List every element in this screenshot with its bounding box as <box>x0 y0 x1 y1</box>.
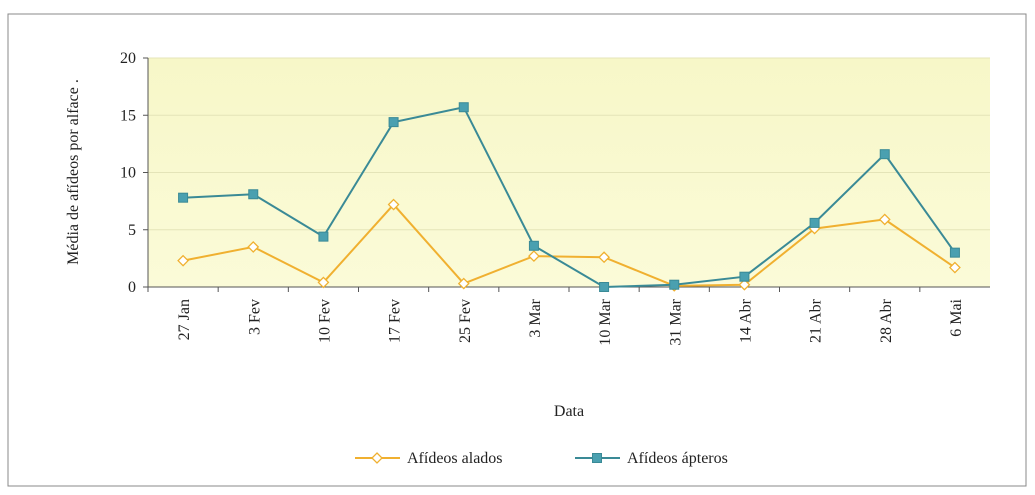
marker <box>592 453 602 463</box>
marker <box>178 192 189 203</box>
marker <box>388 117 399 128</box>
x-tick-label: 17 Fev <box>387 299 404 343</box>
marker <box>878 213 891 226</box>
marker <box>387 198 400 211</box>
marker <box>318 231 329 242</box>
x-tick-label: 28 Abr <box>878 298 895 343</box>
marker <box>527 250 540 263</box>
y-tick-label: 0 <box>128 279 136 296</box>
y-tick-label: 15 <box>120 107 136 124</box>
x-tick-label: 3 Fev <box>246 299 263 335</box>
y-tick-label: 10 <box>120 165 136 182</box>
marker <box>879 149 890 160</box>
marker <box>738 278 751 291</box>
marker <box>371 452 383 464</box>
marker <box>458 102 469 113</box>
y-tick-label: 20 <box>120 50 136 67</box>
x-tick-label: 31 Mar <box>667 298 684 345</box>
marker <box>949 247 960 258</box>
legend-label: Afídeos ápteros <box>627 450 728 467</box>
marker <box>317 276 330 289</box>
x-tick-label: 21 Abr <box>808 298 825 343</box>
marker <box>669 279 680 290</box>
marker <box>247 241 260 253</box>
series-line <box>183 106 956 289</box>
x-tick-label: 3 Mar <box>527 298 544 337</box>
x-axis-title: Data <box>554 403 584 420</box>
marker <box>248 189 259 200</box>
y-tick-label: 5 <box>128 222 136 239</box>
x-tick-label: 10 Fev <box>316 299 333 343</box>
series-line <box>182 203 956 287</box>
legend-label: Afídeos alados <box>407 450 503 467</box>
marker <box>598 251 611 264</box>
x-tick-label: 6 Mai <box>948 298 965 336</box>
x-tick-label: 14 Abr <box>737 298 754 343</box>
marker <box>457 277 470 290</box>
marker <box>739 271 750 282</box>
x-tick-label: 10 Mar <box>597 298 614 345</box>
x-tick-label: 27 Jan <box>176 299 193 340</box>
x-tick-label: 25 Fev <box>457 299 474 343</box>
marker <box>528 240 539 251</box>
marker <box>177 254 190 267</box>
y-axis-title: Média de afídeos por alface . <box>65 79 82 265</box>
marker <box>599 282 610 292</box>
marker <box>948 261 961 274</box>
marker <box>809 217 820 228</box>
